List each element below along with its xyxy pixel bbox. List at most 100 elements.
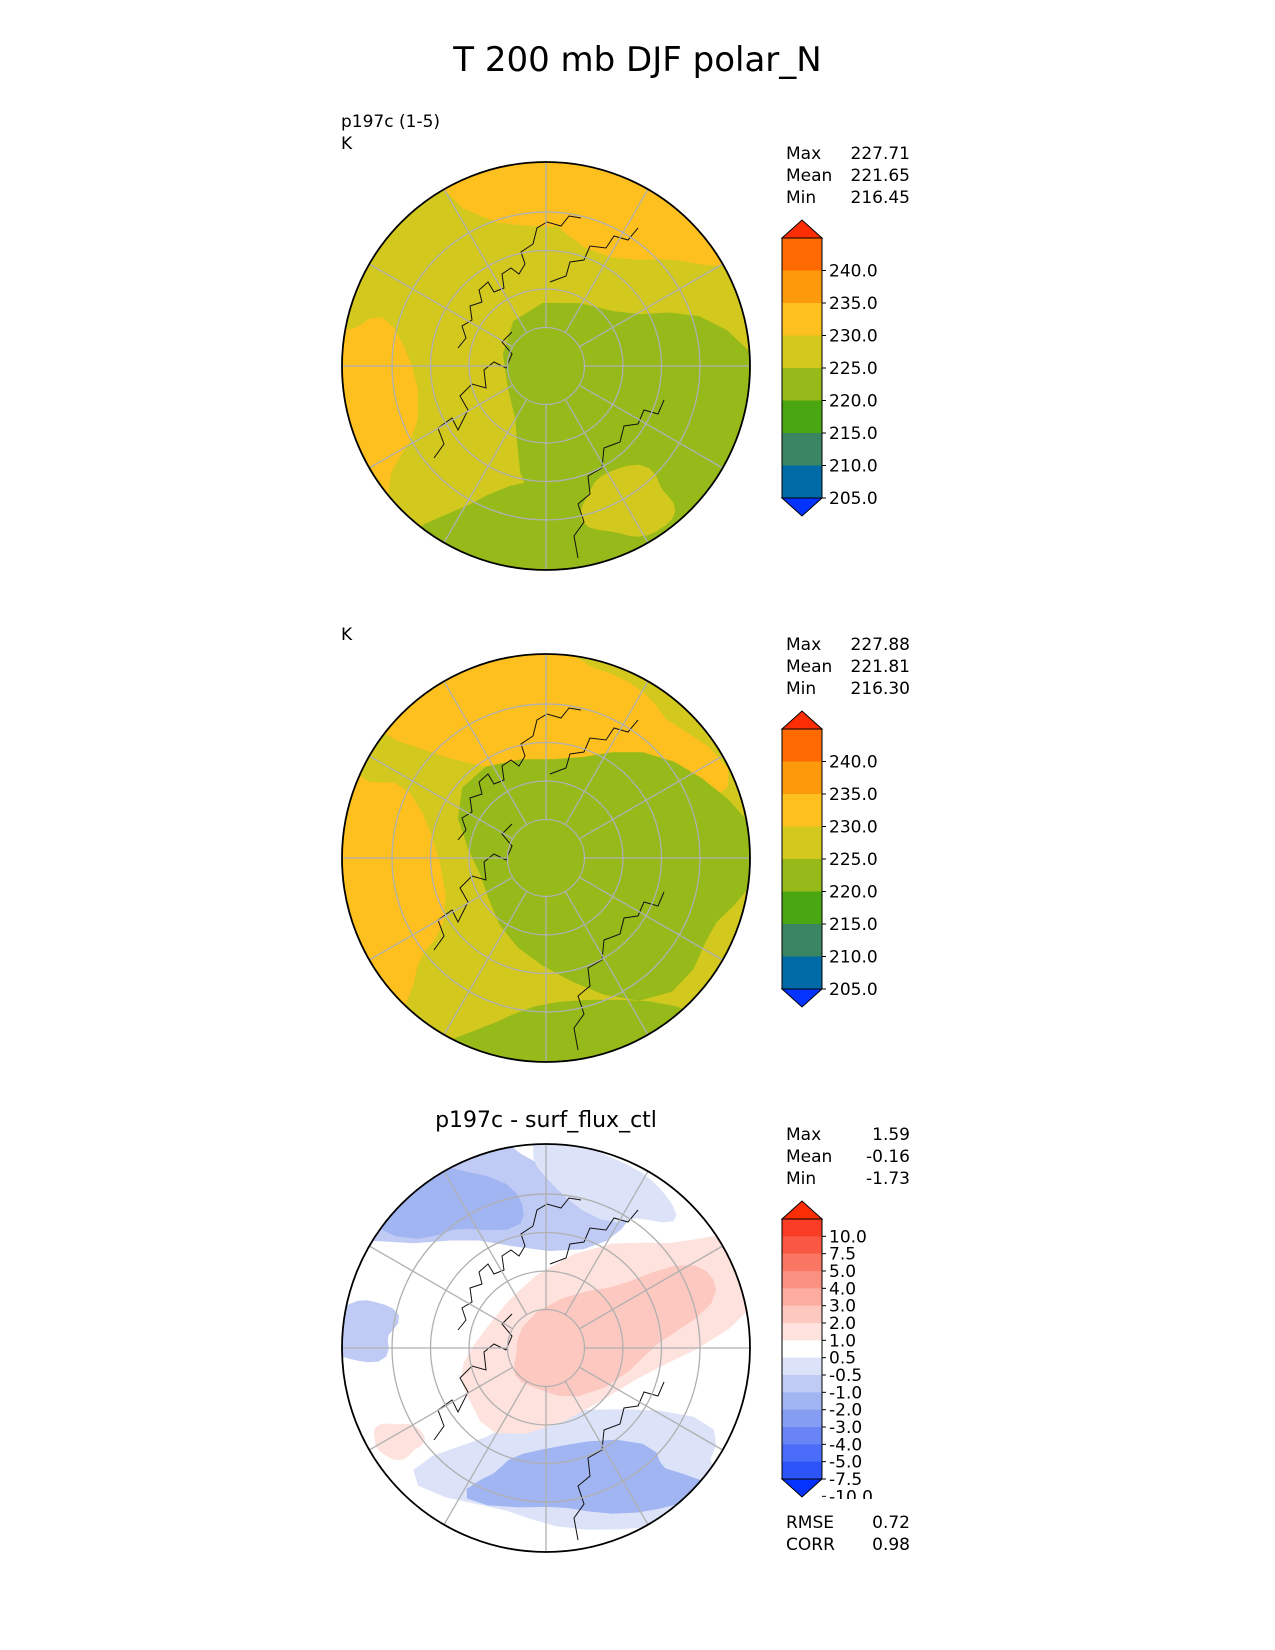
colorbar-bin: [782, 1236, 822, 1255]
meridian-line: [443, 681, 528, 825]
meridian-line: [579, 876, 723, 961]
colorbar-tick-label: -1.0: [829, 1383, 862, 1403]
panel1-units: K: [341, 134, 353, 154]
colorbar-tick-label: -7.5: [829, 1470, 862, 1490]
stat-value: -1.73: [866, 1169, 910, 1189]
coastline: [433, 823, 513, 951]
colorbar-bin: [782, 303, 822, 336]
colorbar-tick-label: 5.0: [829, 1262, 856, 1282]
colorbar-tick-label: -3.0: [829, 1418, 862, 1438]
stat-label: Mean: [786, 166, 833, 186]
colorbar-bin: [782, 1288, 822, 1307]
colorbar-tick-label: 225.0: [829, 359, 878, 379]
coastline: [457, 1197, 582, 1331]
colorbar-bin: [782, 826, 822, 860]
map-field: [342, 654, 750, 1062]
colorbar-extend-min: [780, 497, 824, 517]
colorbar-bin: [782, 1427, 822, 1445]
map-field: [342, 1144, 750, 1552]
colorbar-extend-max: [780, 710, 824, 730]
panel3-title: p197c - surf_flux_ctl: [435, 1108, 657, 1133]
colorbar-tick-label: 215.0: [829, 915, 878, 935]
graticule: [342, 1144, 750, 1552]
panel2-colorbar: 240.0 235.0 230.0 225.0 220.0 215.0 210.0 205.0…: [780, 710, 878, 1008]
meridian-line: [369, 263, 513, 348]
colorbar-tick-label: 7.5: [829, 1245, 856, 1265]
colorbar-bin: [782, 794, 822, 827]
meridian-line: [579, 384, 723, 469]
colorbar-bin: [782, 238, 822, 271]
meridian-line: [369, 1366, 513, 1451]
meridian-line: [443, 1381, 528, 1525]
meridian-line: [564, 891, 649, 1035]
stat-value: 1.59: [872, 1125, 910, 1145]
colorbar-tick-label: 235.0: [829, 294, 878, 314]
colorbar-tick-label: 0.5: [829, 1349, 856, 1369]
coastline: [549, 1209, 639, 1265]
field-region: [514, 1265, 717, 1397]
meridian-line: [443, 189, 528, 333]
stat-value: -0.16: [866, 1147, 910, 1167]
coastline: [457, 707, 582, 841]
colorbar-bin: [782, 1323, 822, 1341]
colorbar-extend-max: [780, 1200, 824, 1220]
panel1-polar-map: [341, 161, 751, 571]
field-region: [531, 1144, 677, 1223]
stat-value: 216.30: [850, 679, 910, 699]
panel3-metrics: RMSE 0.72 CORR 0.98: [786, 1512, 910, 1556]
colorbar-tick-label: 3.0: [829, 1297, 856, 1317]
colorbar-tick-label: -0.5: [829, 1366, 862, 1386]
meridian-line: [579, 1245, 723, 1330]
colorbar-bin: [782, 465, 822, 499]
colorbar-bin: [782, 1357, 822, 1376]
field-region: [580, 464, 676, 537]
colorbar-bin: [782, 891, 822, 925]
meridian-line: [564, 1171, 649, 1315]
stat-value: 221.65: [850, 166, 910, 186]
colorbar-bin: [782, 368, 822, 401]
metric-value: 0.98: [872, 1535, 910, 1555]
stat-value: 221.81: [850, 657, 910, 677]
stat-label: Mean: [786, 657, 833, 677]
stat-label: Min: [786, 679, 817, 699]
colorbar-tick-label: 240.0: [829, 753, 878, 773]
stat-label: Min: [786, 1169, 817, 1189]
panel3-colorbar: 10.07.55.04.03.02.01.00.5-0.5-1.0-2.0-3.…: [780, 1200, 873, 1499]
colorbar-tick-label: 4.0: [829, 1279, 856, 1299]
panel1-stats: Max 227.71 Mean 221.65 Min 216.45: [786, 143, 910, 209]
graticule: [342, 162, 750, 570]
colorbar-extend-max: [780, 219, 824, 239]
colorbar-bin: [782, 335, 822, 369]
meridian-line: [564, 1381, 649, 1525]
meridian-line: [443, 891, 528, 1035]
colorbar-bin: [782, 1461, 822, 1480]
colorbar-bin: [782, 956, 822, 990]
colorbar-bin: [782, 1409, 822, 1428]
meridian-line: [579, 263, 723, 348]
colorbar-tick-label: 205.0: [829, 489, 878, 509]
colorbar-tick-label: 210.0: [829, 948, 878, 968]
meridian-line: [564, 189, 649, 333]
meridian-line: [564, 399, 649, 543]
stat-label: Max: [786, 635, 822, 655]
colorbar-tick-label: 210.0: [829, 457, 878, 477]
panel3-polar-map: [341, 1143, 751, 1553]
coastline: [573, 399, 665, 559]
map-boundary: [341, 653, 751, 1063]
colorbar-tick-label: -10.0: [829, 1487, 873, 1499]
colorbar-bin: [782, 761, 822, 795]
colorbar-bin: [782, 1219, 822, 1237]
stat-value: 227.71: [850, 144, 910, 164]
colorbar-bin: [782, 1392, 822, 1411]
colorbar-bin: [782, 1340, 822, 1359]
panel3-stats: Max 1.59 Mean -0.16 Min -1.73: [786, 1124, 910, 1190]
metric-label: RMSE: [786, 1513, 835, 1533]
colorbar-bin: [782, 729, 822, 762]
colorbar-bin: [782, 1253, 822, 1272]
colorbar-tick-label: 205.0: [829, 980, 878, 1000]
field-region: [342, 1300, 399, 1363]
panel1-test-label: p197c (1-5): [341, 112, 441, 132]
colorbar-tick-label: -2.0: [829, 1401, 862, 1421]
coastline: [433, 331, 513, 459]
stat-label: Min: [786, 188, 817, 208]
